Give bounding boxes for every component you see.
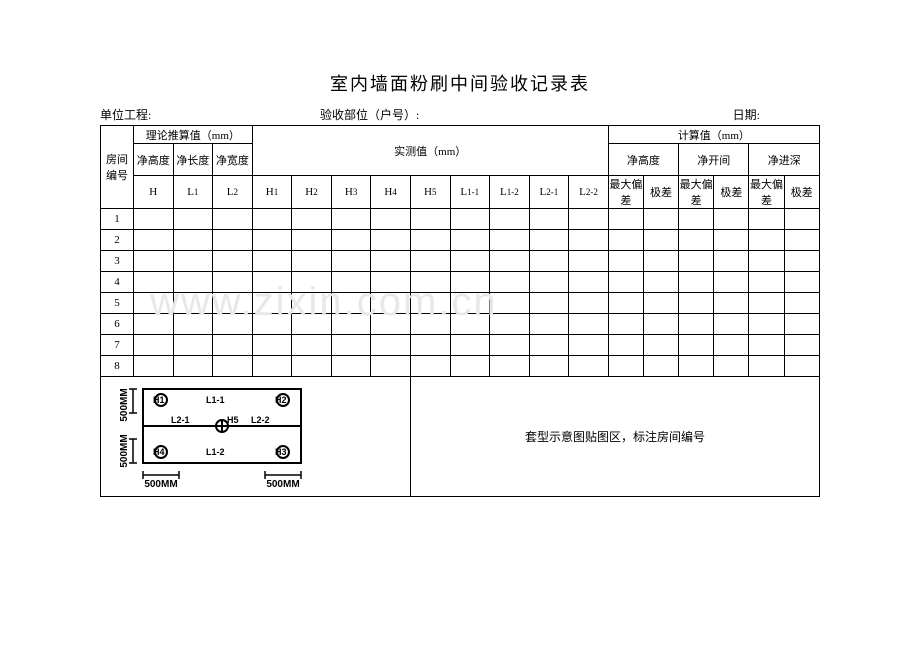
row-num: 7 <box>101 335 134 356</box>
document-title: 室内墙面粉刷中间验收记录表 <box>100 70 820 96</box>
svg-text:L1-2: L1-2 <box>206 447 225 457</box>
col-calc-span: 净开间 <box>679 144 749 176</box>
accept-part-label: 验收部位（户号）: <box>320 106 640 123</box>
footer-note: 套型示意图贴图区，标注房间编号 <box>410 377 819 497</box>
col-maxdev-1: 最大偏差 <box>608 176 643 209</box>
svg-text:L2-2: L2-2 <box>251 415 270 425</box>
row-num: 1 <box>101 209 134 230</box>
col-range-3: 极差 <box>784 176 819 209</box>
col-net-height: 净高度 <box>133 144 173 176</box>
svg-text:L1-1: L1-1 <box>206 395 225 405</box>
table-row: 5 <box>101 293 820 314</box>
svg-text:500MM: 500MM <box>144 479 177 490</box>
table-row: 4 <box>101 272 820 293</box>
group-theory: 理论推算值（mm） <box>133 126 252 144</box>
room-diagram-icon: H1 H2 H4 H3 H5 L1-1 L1-2 L2-1 L2-2 <box>111 383 331 495</box>
row-num: 2 <box>101 230 134 251</box>
col-H1: H1 <box>252 176 292 209</box>
col-L11: L1-1 <box>450 176 490 209</box>
main-table: 房间编号 理论推算值（mm） 实测值（mm） 计算值（mm） 净高度 净长度 净… <box>100 125 820 497</box>
row-num: 4 <box>101 272 134 293</box>
col-range-2: 极差 <box>714 176 749 209</box>
row-num: 5 <box>101 293 134 314</box>
col-calc-height: 净高度 <box>608 144 678 176</box>
table-row: 8 <box>101 356 820 377</box>
col-H3: H3 <box>331 176 371 209</box>
col-H4: H4 <box>371 176 411 209</box>
svg-text:500MM: 500MM <box>266 479 299 490</box>
header-row-1: 房间编号 理论推算值（mm） 实测值（mm） 计算值（mm） <box>101 126 820 144</box>
col-maxdev-3: 最大偏差 <box>749 176 784 209</box>
unit-project-label: 单位工程: <box>100 106 320 123</box>
group-calculated: 计算值（mm） <box>608 126 819 144</box>
table-row: 7 <box>101 335 820 356</box>
group-measured: 实测值（mm） <box>252 126 608 176</box>
row-num: 6 <box>101 314 134 335</box>
col-L1: L1 <box>173 176 213 209</box>
col-L22: L2-2 <box>569 176 609 209</box>
page-container: 室内墙面粉刷中间验收记录表 单位工程: 验收部位（户号）: 日期: 房间编号 理… <box>0 0 920 497</box>
svg-text:500MM: 500MM <box>119 388 130 421</box>
col-range-1: 极差 <box>643 176 678 209</box>
svg-text:500MM: 500MM <box>119 434 130 467</box>
header-row: 单位工程: 验收部位（户号）: 日期: <box>100 106 820 123</box>
header-row-3: H L1 L2 H1 H2 H3 H4 H5 L1-1 L1-2 L2-1 L2… <box>101 176 820 209</box>
svg-text:H4: H4 <box>153 447 165 457</box>
col-net-width: 净宽度 <box>213 144 253 176</box>
table-row: 3 <box>101 251 820 272</box>
col-maxdev-2: 最大偏差 <box>679 176 714 209</box>
table-row: 6 <box>101 314 820 335</box>
col-net-length: 净长度 <box>173 144 213 176</box>
svg-text:H2: H2 <box>275 395 287 405</box>
row-num: 3 <box>101 251 134 272</box>
col-H2: H2 <box>292 176 332 209</box>
col-L2: L2 <box>213 176 253 209</box>
svg-text:L2-1: L2-1 <box>171 415 190 425</box>
col-calc-depth: 净进深 <box>749 144 820 176</box>
footer-row: H1 H2 H4 H3 H5 L1-1 L1-2 L2-1 L2-2 <box>101 377 820 497</box>
row-num: 8 <box>101 356 134 377</box>
col-room-no: 房间编号 <box>101 126 134 209</box>
date-label: 日期: <box>640 106 820 123</box>
col-L12: L1-2 <box>490 176 530 209</box>
svg-text:H3: H3 <box>275 447 287 457</box>
col-L21: L2-1 <box>529 176 569 209</box>
table-row: 2 <box>101 230 820 251</box>
col-H5: H5 <box>410 176 450 209</box>
diagram-cell: H1 H2 H4 H3 H5 L1-1 L1-2 L2-1 L2-2 <box>101 377 411 497</box>
svg-text:H5: H5 <box>227 415 239 425</box>
col-H: H <box>133 176 173 209</box>
table-row: 1 <box>101 209 820 230</box>
svg-text:H1: H1 <box>153 395 165 405</box>
